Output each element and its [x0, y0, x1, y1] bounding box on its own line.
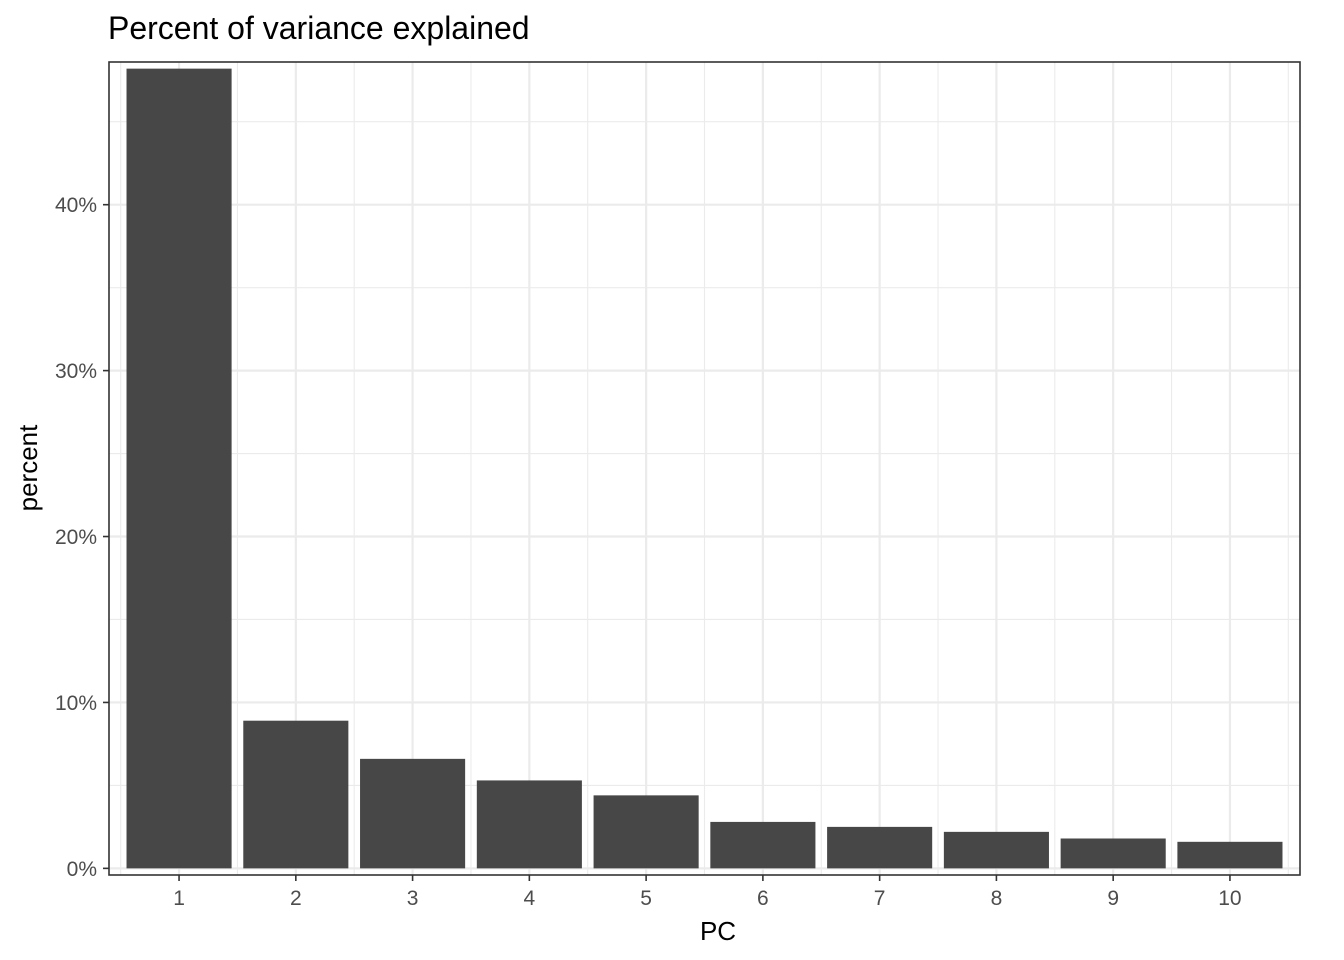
x-tick-label: 7	[874, 887, 886, 910]
bar-pc-5	[593, 795, 699, 869]
bar-pc-6	[710, 821, 816, 869]
x-tick-label: 8	[991, 887, 1003, 910]
y-tick-label: 20%	[55, 526, 97, 549]
bar-pc-8	[943, 831, 1049, 869]
x-tick-label: 4	[524, 887, 536, 910]
y-axis-title: percent	[13, 424, 43, 511]
y-tick-label: 40%	[55, 194, 97, 217]
bar-pc-1	[126, 68, 232, 869]
x-tick-label: 1	[173, 887, 185, 910]
bar-pc-2	[243, 720, 349, 869]
x-axis: 1 2 3 4 5 6 7 8 9 10	[173, 875, 1242, 910]
bar-pc-10	[1177, 841, 1283, 869]
y-tick-label: 10%	[55, 692, 97, 715]
x-tick-label: 9	[1107, 887, 1119, 910]
x-tick-label: 2	[290, 887, 302, 910]
x-tick-label: 3	[407, 887, 419, 910]
bar-pc-4	[476, 780, 582, 869]
panel-border	[108, 61, 1301, 876]
bar-pc-7	[827, 826, 933, 869]
x-tick-label: 5	[640, 887, 652, 910]
x-tick-label: 10	[1218, 887, 1241, 910]
y-tick-label: 30%	[55, 360, 97, 383]
y-axis: 0% 10% 20% 30% 40%	[55, 194, 109, 881]
x-axis-title: PC	[700, 916, 736, 946]
y-tick-label: 0%	[67, 858, 97, 881]
x-tick-label: 6	[757, 887, 769, 910]
bar-pc-9	[1060, 838, 1166, 869]
bars	[126, 68, 1283, 869]
chart-title: Percent of variance explained	[108, 10, 530, 46]
bar-pc-3	[360, 758, 466, 869]
